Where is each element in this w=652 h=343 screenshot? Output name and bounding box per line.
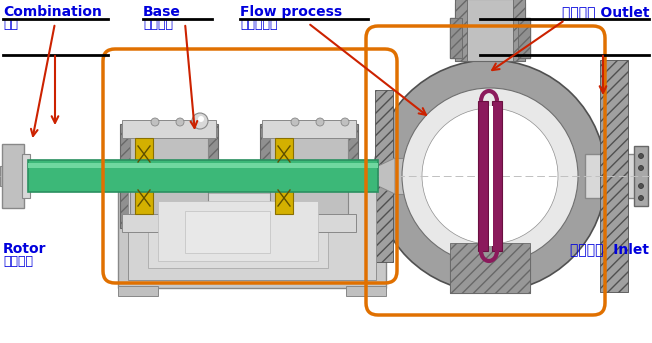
Circle shape xyxy=(422,108,558,244)
Bar xyxy=(600,60,628,292)
Circle shape xyxy=(192,113,208,129)
Bar xyxy=(450,18,462,58)
Bar xyxy=(375,90,393,262)
Bar xyxy=(118,173,386,288)
Circle shape xyxy=(638,154,644,158)
Circle shape xyxy=(638,196,644,201)
Bar xyxy=(262,120,356,138)
Bar xyxy=(158,201,318,261)
Bar xyxy=(262,214,356,232)
Bar xyxy=(275,182,293,214)
Bar xyxy=(120,124,218,228)
Bar xyxy=(118,286,158,296)
Bar xyxy=(148,193,328,268)
Circle shape xyxy=(638,166,644,170)
Bar xyxy=(478,101,488,251)
Bar xyxy=(492,101,502,251)
Bar xyxy=(130,134,208,218)
Bar xyxy=(378,158,416,194)
Circle shape xyxy=(316,118,324,126)
Circle shape xyxy=(402,88,578,264)
Circle shape xyxy=(374,60,606,292)
Bar xyxy=(585,154,640,198)
Circle shape xyxy=(151,118,159,126)
Text: 泵联: 泵联 xyxy=(3,18,18,31)
Text: 转子部位: 转子部位 xyxy=(3,255,33,268)
Text: 吐出短管 Outlet: 吐出短管 Outlet xyxy=(561,5,649,19)
Bar xyxy=(450,243,530,293)
Bar xyxy=(128,182,376,280)
Circle shape xyxy=(176,118,184,126)
Text: 过流件部位: 过流件部位 xyxy=(240,18,278,31)
Bar xyxy=(489,106,493,246)
Bar xyxy=(270,134,348,218)
Circle shape xyxy=(291,118,299,126)
Bar xyxy=(0,166,28,186)
Bar xyxy=(185,211,270,253)
Bar xyxy=(135,138,153,170)
Bar xyxy=(2,144,24,208)
Polygon shape xyxy=(378,158,395,194)
Circle shape xyxy=(638,184,644,189)
Bar xyxy=(135,182,153,214)
Bar xyxy=(455,0,525,61)
Bar xyxy=(122,120,216,138)
Bar xyxy=(634,146,648,206)
Bar xyxy=(513,0,525,61)
Bar xyxy=(518,18,530,58)
Bar xyxy=(450,243,530,293)
Text: Base: Base xyxy=(143,5,181,19)
Circle shape xyxy=(198,116,204,122)
Bar xyxy=(450,18,530,58)
Text: Combination: Combination xyxy=(3,5,102,19)
Bar xyxy=(22,154,30,198)
Bar xyxy=(455,0,467,61)
Bar xyxy=(260,124,358,228)
Bar xyxy=(28,160,378,192)
Bar xyxy=(462,0,518,18)
Bar xyxy=(275,138,293,170)
Bar xyxy=(122,214,216,232)
Bar xyxy=(455,3,525,58)
Bar xyxy=(346,286,386,296)
Circle shape xyxy=(196,118,204,126)
Bar xyxy=(28,163,378,168)
Text: 吸入短管  Inlet: 吸入短管 Inlet xyxy=(570,242,649,256)
Text: Flow process: Flow process xyxy=(240,5,342,19)
Circle shape xyxy=(341,118,349,126)
Text: Rotor: Rotor xyxy=(3,242,46,256)
Text: 托架部位: 托架部位 xyxy=(143,18,173,31)
